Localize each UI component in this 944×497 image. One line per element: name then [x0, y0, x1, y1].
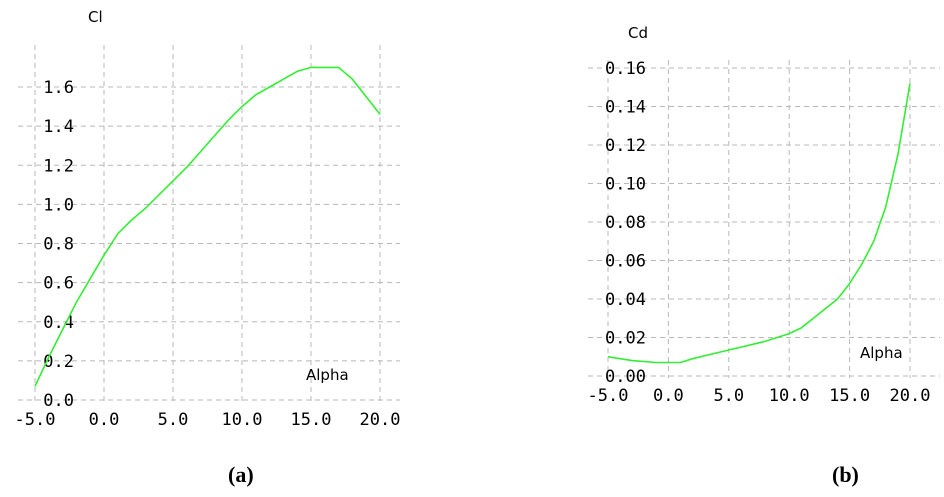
y-tick-label: 0.2	[43, 352, 74, 372]
y-tick-label: 0.12	[605, 136, 646, 156]
cd-gridlines	[588, 60, 940, 378]
y-tick-label: 0.6	[43, 274, 74, 294]
caption-b: (b)	[832, 462, 859, 487]
y-tick-label: 0.4	[43, 313, 74, 333]
x-tick-label: 5.0	[713, 386, 744, 406]
caption-a: (a)	[228, 462, 254, 487]
cl-y-tick-labels: 0.0 0.2 0.4 0.6 0.8 1.0 1.2 1.4 1.6	[43, 78, 74, 411]
x-tick-label: 15.0	[829, 386, 870, 406]
x-tick-label: 15.0	[291, 410, 332, 430]
y-tick-label: 0.16	[605, 59, 646, 79]
y-tick-label: 1.4	[43, 117, 74, 137]
cl-axis-title: Cl	[88, 8, 103, 26]
y-tick-label: 0.14	[605, 98, 646, 118]
x-tick-label: 10.0	[769, 386, 810, 406]
cd-x-tick-labels: -5.0 0.0 5.0 10.0 15.0 20.0	[588, 386, 931, 406]
y-tick-label: 1.6	[43, 78, 74, 98]
cd-alpha-label: Alpha	[860, 344, 903, 362]
x-tick-label: 20.0	[360, 410, 401, 430]
x-tick-label: 0.0	[653, 386, 684, 406]
y-tick-label: 1.2	[43, 156, 74, 176]
cl-x-tick-labels: -5.0 0.0 5.0 10.0 15.0 20.0	[15, 410, 401, 430]
y-tick-label: 0.04	[605, 290, 646, 310]
y-tick-label: 0.00	[605, 367, 646, 387]
cl-chart: 0.00.20.40.60.81.01.21.41.6 -5.0 0.0 5.0 10…	[15, 8, 401, 487]
y-tick-label: 1.0	[43, 195, 74, 215]
x-tick-label: 0.0	[89, 410, 120, 430]
cd-chart: 0.00 0.02 0.04 0.06 0.08 0.10 0.12 0.14 0.16 -5.…	[588, 24, 940, 487]
x-tick-label: 20.0	[890, 386, 931, 406]
cl-gridlines	[18, 45, 400, 403]
x-tick-label: -5.0	[15, 410, 56, 430]
cd-axis-title: Cd	[628, 24, 648, 42]
cd-y-tick-labels: 0.00 0.02 0.04 0.06 0.08 0.10 0.12 0.14 0.16	[605, 59, 646, 387]
cl-alpha-label: Alpha	[306, 366, 349, 384]
y-tick-label: 0.02	[605, 329, 646, 349]
x-tick-label: 5.0	[158, 410, 189, 430]
y-tick-label: 0.0	[43, 391, 74, 411]
cl-curve	[34, 66, 381, 387]
y-tick-label: 0.8	[43, 235, 74, 255]
y-tick-label: 0.06	[605, 252, 646, 272]
x-tick-label: 10.0	[222, 410, 263, 430]
x-tick-label: -5.0	[588, 386, 629, 406]
cd-curve	[607, 83, 911, 364]
y-tick-label: 0.10	[605, 175, 646, 195]
y-tick-label: 0.08	[605, 213, 646, 233]
